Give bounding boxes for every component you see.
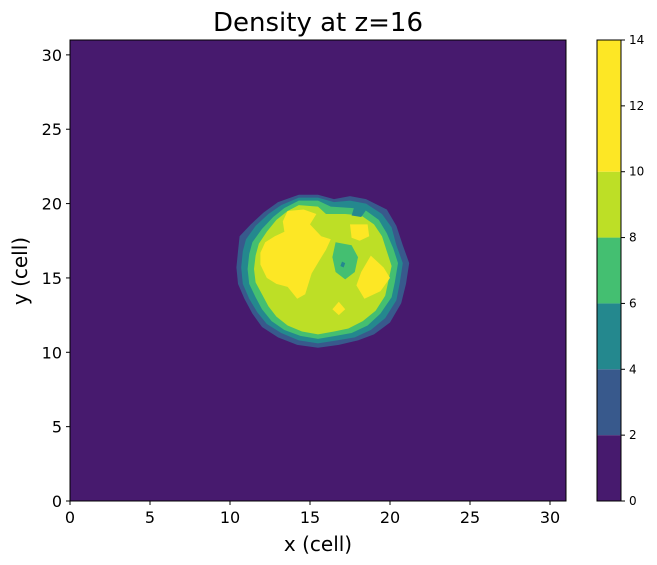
y-tick-label: 20	[42, 195, 62, 214]
contour-region-6	[356, 255, 390, 299]
y-axis-label: y (cell)	[8, 237, 32, 305]
colorbar-band	[597, 369, 621, 436]
x-axis-label: x (cell)	[284, 532, 352, 556]
x-tick-label: 5	[145, 508, 155, 527]
colorbar-tick-label: 0	[629, 494, 637, 508]
contour-region-10	[340, 261, 346, 268]
contour-region-9	[332, 242, 358, 280]
colorbar-band	[597, 435, 621, 501]
colorbar-tick-label: 6	[629, 296, 637, 310]
colorbar-band	[597, 40, 621, 172]
colorbar-ticks: 0 2 4 6 8 10 12 14	[621, 33, 644, 508]
contour-region-7	[332, 301, 346, 316]
colorbar-tick-label: 8	[629, 231, 637, 245]
colorbar-tick-label: 2	[629, 428, 637, 442]
contour-region-5	[350, 224, 370, 241]
contour-region-4	[260, 209, 331, 299]
x-tick-label: 25	[460, 508, 480, 527]
x-tick-label: 0	[65, 508, 75, 527]
colorbar-tick-label: 14	[629, 33, 644, 47]
x-tick-label: 30	[540, 508, 560, 527]
colorbar-band	[597, 303, 621, 370]
colorbar-tick-label: 4	[629, 362, 637, 376]
plot-area	[70, 40, 566, 501]
y-tick-label: 5	[52, 418, 62, 437]
colorbar-tick-label: 10	[629, 165, 644, 179]
colorbar-band	[597, 237, 621, 304]
colorbar-frame	[596, 39, 622, 502]
y-tick-label: 15	[42, 269, 62, 288]
y-tick-label: 30	[42, 46, 62, 65]
contour-region-8	[351, 205, 368, 217]
y-axis-ticks: 0 5 10 15 20 25 30	[42, 46, 70, 511]
colorbar-tick-label: 12	[629, 99, 644, 113]
x-tick-label: 15	[300, 508, 320, 527]
y-tick-label: 25	[42, 120, 62, 139]
y-tick-label: 0	[52, 492, 62, 511]
y-tick-label: 10	[42, 343, 62, 362]
plot-frame	[69, 39, 567, 502]
chart-title: Density at z=16	[213, 8, 423, 38]
colorbar	[597, 40, 621, 501]
x-axis-ticks: 0 5 10 15 20 25 30	[65, 501, 560, 527]
x-tick-label: 10	[220, 508, 240, 527]
colorbar-band	[597, 171, 621, 238]
x-tick-label: 20	[380, 508, 400, 527]
